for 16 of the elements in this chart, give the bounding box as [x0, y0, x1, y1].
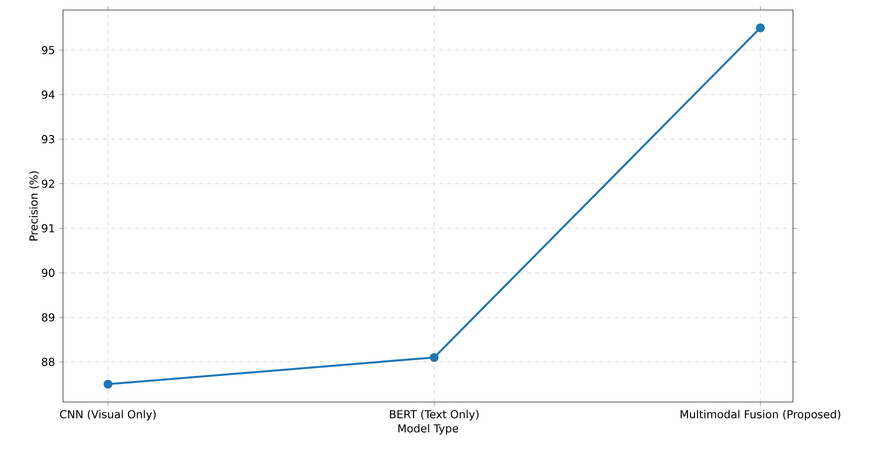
- y-tick-label: 91: [42, 224, 54, 232]
- y-tick-label: 88: [42, 358, 54, 366]
- point: [430, 352, 439, 362]
- x-axis-title: Model Type: [398, 424, 458, 435]
- x-tick-label: Multimodal Fusion (Proposed): [680, 410, 840, 420]
- y-tick-label: 94: [42, 90, 54, 99]
- y-axis-title: Precision (%): [29, 171, 39, 241]
- point: [104, 380, 112, 389]
- y-tick-label: 92: [42, 180, 54, 188]
- x-tick-label: BERT (Text Only): [390, 410, 479, 420]
- x-tick-label: CNN (Visual Only): [60, 410, 156, 420]
- y-tick-label: 93: [42, 135, 54, 144]
- y-tick-label: 95: [42, 46, 54, 54]
- point: [756, 23, 765, 32]
- y-tick-label: 89: [42, 313, 54, 322]
- y-tick-label: 90: [42, 268, 54, 277]
